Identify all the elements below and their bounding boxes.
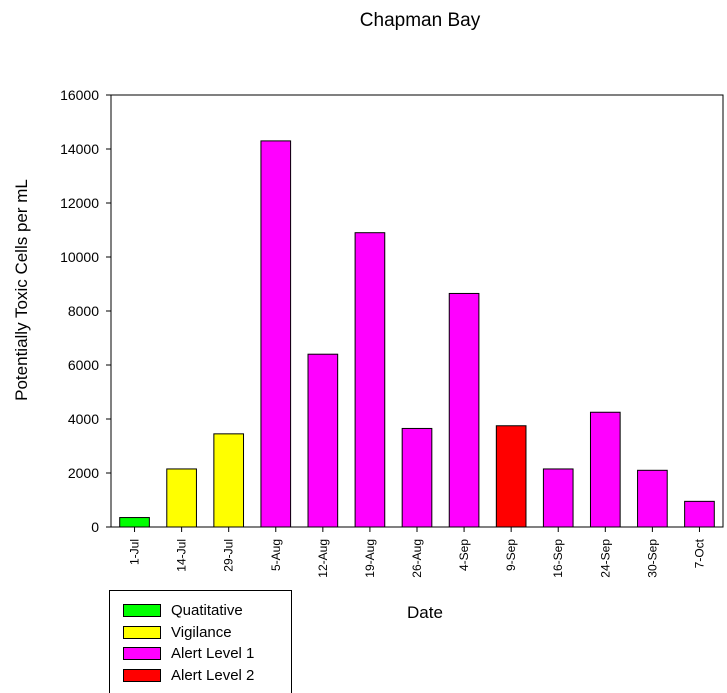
legend-item-alert-level-2: Alert Level 2 bbox=[123, 666, 254, 684]
x-tick-label: 24-Sep bbox=[598, 539, 612, 578]
x-tick-label: 5-Aug bbox=[269, 539, 283, 571]
x-tick-label: 16-Sep bbox=[551, 539, 565, 578]
y-tick-label: 2000 bbox=[68, 465, 99, 481]
y-tick-label: 0 bbox=[91, 519, 99, 535]
bar-30-sep bbox=[637, 469, 668, 528]
legend-item-quatitative: Quatitative bbox=[123, 601, 243, 619]
bar-5-aug bbox=[260, 140, 292, 528]
axis-ticks: 0 2000 4000 6000 8000 10000 12000 14000 16000 bbox=[60, 87, 700, 535]
y-tick-label: 16000 bbox=[60, 87, 99, 103]
bar-1-jul bbox=[119, 517, 150, 528]
legend-swatch bbox=[123, 646, 161, 660]
y-tick-label: 10000 bbox=[60, 249, 99, 265]
x-tick-label: 30-Sep bbox=[645, 539, 659, 578]
y-tick-label: 6000 bbox=[68, 357, 99, 373]
x-tick-label: 14-Jul bbox=[175, 539, 189, 572]
y-tick-label: 4000 bbox=[68, 411, 99, 427]
y-tick-label: 14000 bbox=[60, 141, 99, 157]
legend-item-vigilance: Vigilance bbox=[123, 623, 232, 641]
legend-label: Quatitative bbox=[171, 601, 243, 619]
legend-label: Alert Level 1 bbox=[171, 644, 255, 662]
chart-title: Chapman Bay bbox=[360, 10, 481, 31]
y-tick-label: 8000 bbox=[68, 303, 99, 319]
bar-24-sep bbox=[589, 411, 621, 528]
legend-label: Vigilance bbox=[171, 623, 232, 641]
x-tick-label: 19-Aug bbox=[363, 539, 377, 578]
legend-swatch bbox=[123, 668, 161, 682]
bar-7-oct bbox=[684, 500, 715, 528]
x-tick-label: 4-Sep bbox=[457, 539, 471, 571]
legend: Quatitative Vigilance Alert Level 1 Aler… bbox=[109, 590, 292, 693]
x-tick-label: 26-Aug bbox=[410, 539, 424, 578]
legend-item-alert-level-1: Alert Level 1 bbox=[123, 644, 254, 662]
x-axis-label: Date bbox=[407, 603, 443, 622]
x-tick-labels: 1-Jul 14-Jul 29-Jul 5-Aug 12-Aug 19-Aug 26-Aug… bbox=[128, 538, 707, 577]
bar-12-aug bbox=[307, 353, 339, 528]
bars bbox=[119, 140, 715, 528]
y-axis-label: Potentially Toxic Cells per mL bbox=[12, 179, 31, 401]
bar-19-aug bbox=[354, 232, 386, 528]
bar-16-sep bbox=[542, 468, 574, 528]
bar-4-sep bbox=[448, 292, 480, 528]
y-tick-label: 12000 bbox=[60, 195, 99, 211]
x-tick-label: 9-Sep bbox=[504, 539, 518, 571]
legend-swatch bbox=[123, 603, 161, 617]
bar-9-sep bbox=[495, 425, 527, 528]
x-tick-label: 7-Oct bbox=[692, 538, 706, 568]
legend-label: Alert Level 2 bbox=[171, 666, 255, 684]
plot-frame bbox=[110, 94, 724, 528]
x-tick-label: 1-Jul bbox=[128, 539, 142, 565]
legend-swatch bbox=[123, 625, 161, 639]
x-tick-label: 29-Jul bbox=[222, 539, 236, 572]
bar-14-jul bbox=[166, 468, 197, 528]
bar-29-jul bbox=[213, 433, 245, 528]
x-tick-label: 12-Aug bbox=[316, 539, 330, 578]
bar-26-aug bbox=[401, 427, 433, 528]
